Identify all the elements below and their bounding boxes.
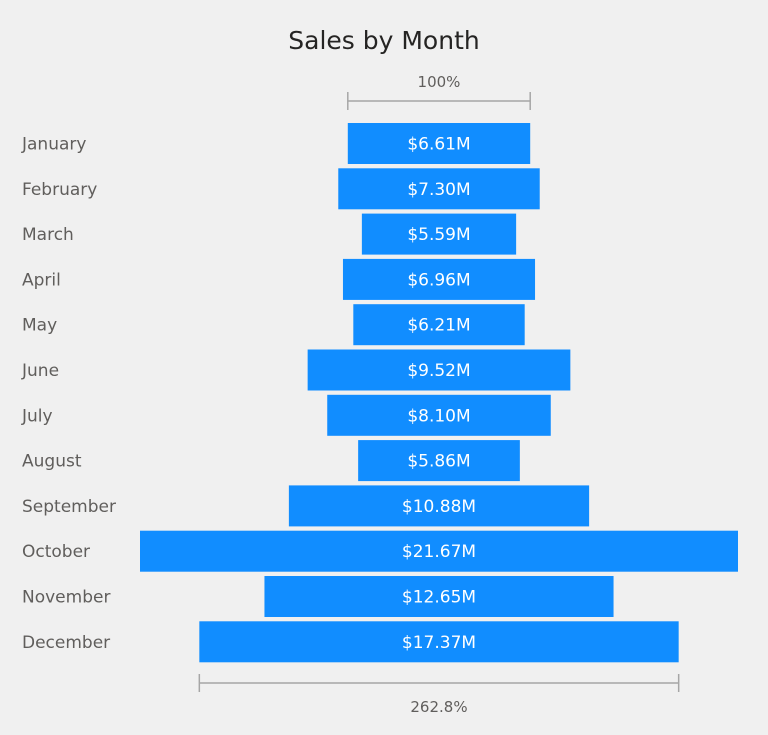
- category-label: July: [21, 406, 53, 426]
- funnel-row-september: September $10.88M: [22, 485, 590, 527]
- category-label: January: [21, 135, 86, 155]
- bottom-percent-bracket: 262.8%: [198, 674, 680, 716]
- category-label: June: [21, 361, 59, 381]
- data-label: $7.30M: [407, 180, 470, 200]
- funnel-bar[interactable]: [353, 304, 525, 346]
- funnel-row-january: January $6.61M: [21, 123, 531, 164]
- category-label: August: [22, 452, 82, 472]
- funnel-row-december: December $17.37M: [22, 621, 679, 663]
- data-label: $17.37M: [402, 633, 476, 653]
- data-label: $5.59M: [407, 225, 470, 245]
- data-label: $5.86M: [407, 452, 470, 472]
- data-label: $10.88M: [402, 497, 476, 517]
- category-label: December: [22, 633, 110, 653]
- funnel-row-october: October $21.67M: [22, 530, 738, 572]
- data-label: $12.65M: [402, 588, 476, 608]
- top-percent-label: 100%: [418, 73, 461, 91]
- funnel-row-august: August $5.86M: [22, 440, 520, 482]
- bottom-percent-label: 262.8%: [410, 698, 467, 716]
- top-percent-bracket: 100%: [347, 73, 531, 110]
- funnel-rows: January $6.61M February $7.30M March $5.59M Ap…: [21, 123, 738, 663]
- data-label: $6.96M: [407, 270, 470, 290]
- category-label: March: [22, 225, 74, 245]
- category-label: February: [22, 180, 97, 200]
- funnel-bar[interactable]: [361, 213, 517, 255]
- category-label: October: [22, 542, 90, 562]
- funnel-bar[interactable]: [288, 485, 590, 527]
- data-label: $6.21M: [407, 316, 470, 336]
- funnel-row-november: November $12.65M: [22, 576, 614, 617]
- category-label: May: [22, 316, 57, 336]
- funnel-row-february: February $7.30M: [22, 168, 540, 210]
- funnel-bar[interactable]: [358, 440, 520, 482]
- funnel-bar[interactable]: [307, 349, 571, 391]
- category-label: November: [22, 588, 110, 608]
- funnel-bar[interactable]: [264, 576, 614, 617]
- funnel-bar[interactable]: [338, 168, 540, 210]
- data-label: $9.52M: [407, 361, 470, 381]
- category-label: September: [22, 497, 116, 517]
- funnel-row-april: April $6.96M: [22, 258, 536, 300]
- funnel-bar[interactable]: [140, 530, 738, 572]
- chart-title: Sales by Month: [288, 26, 479, 55]
- funnel-bar[interactable]: [199, 621, 679, 663]
- funnel-bar[interactable]: [347, 123, 531, 164]
- funnel-row-may: May $6.21M: [22, 304, 525, 346]
- funnel-bar[interactable]: [342, 258, 536, 300]
- funnel-row-july: July $8.10M: [21, 394, 551, 436]
- funnel-row-march: March $5.59M: [22, 213, 517, 255]
- data-label: $6.61M: [407, 135, 470, 155]
- category-label: April: [22, 270, 61, 290]
- funnel-bar[interactable]: [327, 394, 551, 436]
- data-label: $8.10M: [407, 406, 470, 426]
- data-label: $21.67M: [402, 542, 476, 562]
- funnel-row-june: June $9.52M: [21, 349, 571, 391]
